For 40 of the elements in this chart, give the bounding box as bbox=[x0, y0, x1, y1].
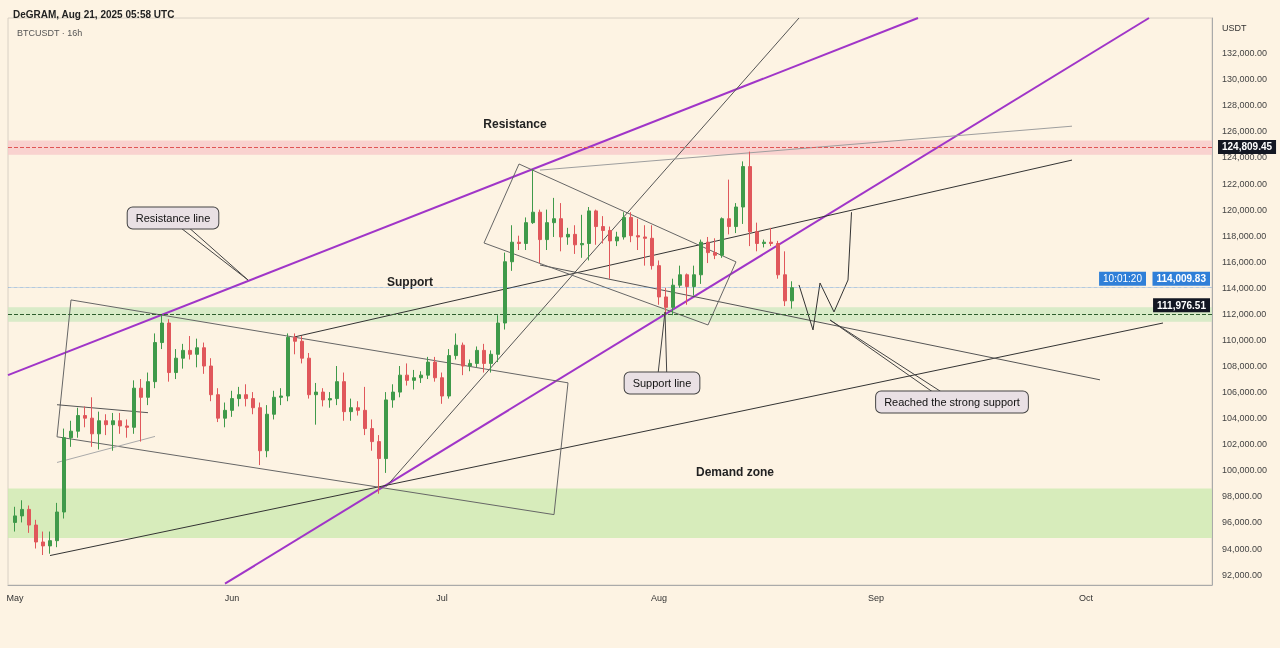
annotation: Support line bbox=[632, 377, 692, 389]
y-tick-label: 114,000.00 bbox=[1222, 282, 1267, 293]
y-tick-label: 106,000.00 bbox=[1222, 387, 1268, 398]
y-tick-label: 96,000.00 bbox=[1222, 517, 1263, 528]
annotation: Reached the strong support bbox=[884, 396, 1020, 408]
legend-label: 114,009.83 bbox=[1156, 273, 1207, 285]
text: BTCUSDT · 16h bbox=[17, 27, 83, 38]
y-tick-label: 98,000.00 bbox=[1222, 491, 1263, 502]
y-tick-label: 112,000.00 bbox=[1222, 308, 1267, 319]
x-tick-label: Oct bbox=[1078, 592, 1094, 603]
ref-line-label: 111,976.51 bbox=[1157, 299, 1207, 311]
annotation: Resistance line bbox=[135, 212, 211, 224]
x-tick-label: Aug bbox=[650, 592, 668, 603]
y-tick-label: 122,000.00 bbox=[1222, 178, 1268, 189]
y-tick-label: 118,000.00 bbox=[1222, 230, 1267, 241]
y-tick-label: 132,000.00 bbox=[1222, 48, 1268, 59]
chart-subtitle: DeGRAM, Aug 21, 2025 05:58 UTC bbox=[13, 8, 175, 20]
band-label: Demand zone bbox=[695, 464, 775, 479]
y-tick-label: 104,000.00 bbox=[1222, 413, 1268, 424]
y-tick-label: 92,000.00 bbox=[1222, 569, 1263, 580]
y-tick-label: 120,000.00 bbox=[1222, 204, 1268, 215]
y-tick-label: 110,000.00 bbox=[1222, 334, 1267, 345]
y-tick-label: 126,000.00 bbox=[1222, 126, 1268, 137]
x-tick-label: Sep bbox=[867, 592, 885, 603]
y-tick-label: 94,000.00 bbox=[1222, 543, 1263, 554]
y-tick-label: 116,000.00 bbox=[1222, 256, 1267, 267]
x-tick-label: May bbox=[6, 592, 24, 603]
y-tick-label: 128,000.00 bbox=[1222, 100, 1268, 111]
y-tick-label: 124,000.00 bbox=[1222, 152, 1268, 163]
y-tick-label: 100,000.00 bbox=[1222, 465, 1268, 476]
y-tick-label: 108,000.00 bbox=[1222, 361, 1268, 372]
annotation: 10:01:20 bbox=[1103, 273, 1143, 285]
y-tick-label: 102,000.00 bbox=[1222, 439, 1268, 450]
x-tick-label: Jul bbox=[436, 592, 448, 603]
ref-line-label: 124,809.45 bbox=[1222, 141, 1273, 153]
y-tick-label: 130,000.00 bbox=[1222, 74, 1268, 85]
x-tick-label: Jun bbox=[224, 592, 240, 603]
y-axis-title: USDT bbox=[1222, 22, 1247, 33]
band-label: Support bbox=[387, 275, 433, 290]
band-label: Resistance bbox=[483, 116, 548, 131]
